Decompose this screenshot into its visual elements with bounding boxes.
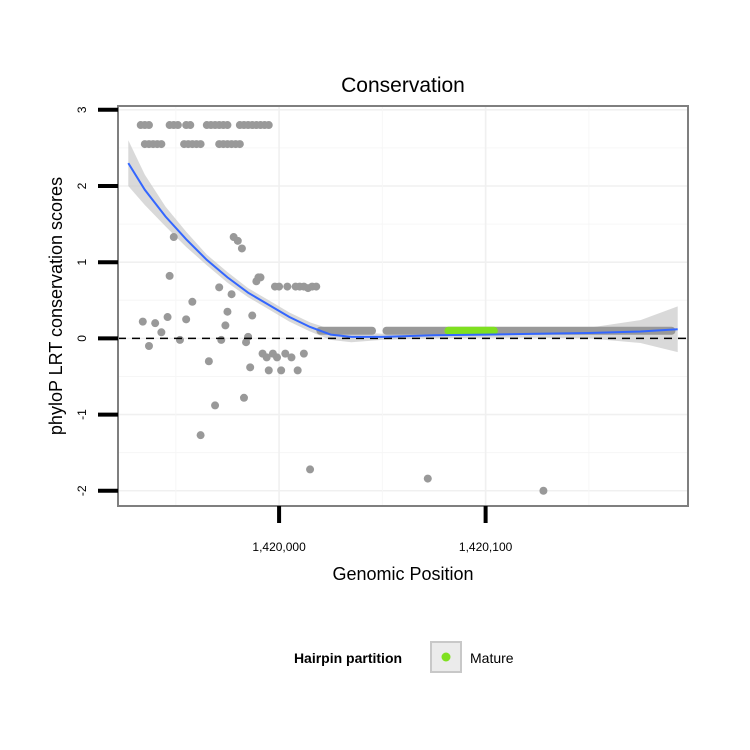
data-point bbox=[204, 357, 213, 366]
data-point bbox=[287, 353, 296, 362]
y-axis: -2 -1 0 1 2 3 bbox=[75, 106, 118, 496]
smooth-fit-line bbox=[127, 162, 678, 338]
data-point bbox=[157, 140, 166, 149]
y-tick-label: 3 bbox=[75, 106, 89, 113]
data-point bbox=[299, 349, 308, 358]
x-axis-title: Genomic Position bbox=[332, 564, 473, 584]
grid bbox=[118, 106, 688, 506]
y-axis-title: phyloP LRT conservation scores bbox=[46, 177, 66, 435]
data-point bbox=[423, 474, 432, 483]
data-point bbox=[233, 236, 242, 245]
data-point bbox=[221, 321, 230, 330]
data-point bbox=[144, 121, 153, 130]
plot-background bbox=[118, 106, 688, 506]
x-tick-label: 1,420,100 bbox=[459, 540, 513, 554]
x-tick-label: 1,420,000 bbox=[252, 540, 306, 554]
data-point bbox=[163, 313, 172, 322]
data-point bbox=[157, 328, 166, 337]
data-point bbox=[165, 271, 174, 280]
legend-key-mature-dot bbox=[441, 652, 451, 662]
data-point bbox=[244, 332, 253, 341]
data-point bbox=[188, 297, 197, 306]
y-tick-label: 2 bbox=[75, 182, 89, 189]
data-point bbox=[293, 366, 302, 375]
data-point bbox=[223, 121, 232, 130]
x-axis: 1,420,000 1,420,100 bbox=[252, 506, 513, 554]
chart-title: Conservation bbox=[341, 74, 465, 97]
confidence-ribbon bbox=[128, 140, 678, 353]
y-tick-label: -1 bbox=[75, 409, 89, 420]
data-point bbox=[217, 335, 226, 344]
data-point bbox=[175, 335, 184, 344]
data-point bbox=[264, 366, 273, 375]
legend-title: Hairpin partition bbox=[294, 650, 402, 666]
y-tick-label: -2 bbox=[75, 485, 89, 496]
data-point bbox=[239, 393, 248, 402]
y-tick-label: 1 bbox=[75, 259, 89, 266]
data-point bbox=[196, 140, 205, 149]
data-point bbox=[273, 353, 282, 362]
data-point bbox=[223, 307, 232, 316]
data-point bbox=[227, 290, 236, 299]
data-point bbox=[283, 282, 292, 291]
data-point bbox=[248, 311, 257, 320]
data-point bbox=[256, 273, 265, 282]
data-point bbox=[235, 140, 244, 149]
data-point bbox=[215, 283, 224, 292]
data-point bbox=[182, 315, 191, 324]
data-point bbox=[306, 465, 315, 474]
data-point bbox=[211, 401, 220, 410]
y-tick-label: 0 bbox=[75, 335, 89, 342]
data-point bbox=[173, 121, 182, 130]
data-point bbox=[264, 121, 273, 130]
data-point bbox=[144, 342, 153, 350]
data-point bbox=[281, 349, 290, 358]
data-point bbox=[138, 317, 147, 326]
legend-label-mature: Mature bbox=[470, 650, 514, 666]
data-point bbox=[312, 282, 321, 291]
data-point bbox=[277, 366, 286, 375]
plot-border bbox=[117, 105, 689, 507]
data-point bbox=[246, 363, 255, 372]
data-point bbox=[169, 233, 178, 242]
data-point bbox=[151, 319, 160, 328]
data-point bbox=[539, 486, 548, 495]
data-point bbox=[186, 121, 195, 130]
legend: Hairpin partition Mature bbox=[294, 641, 514, 673]
data-point bbox=[237, 244, 246, 253]
data-point bbox=[196, 431, 205, 440]
data-point bbox=[275, 282, 284, 291]
data-point bbox=[262, 353, 271, 362]
